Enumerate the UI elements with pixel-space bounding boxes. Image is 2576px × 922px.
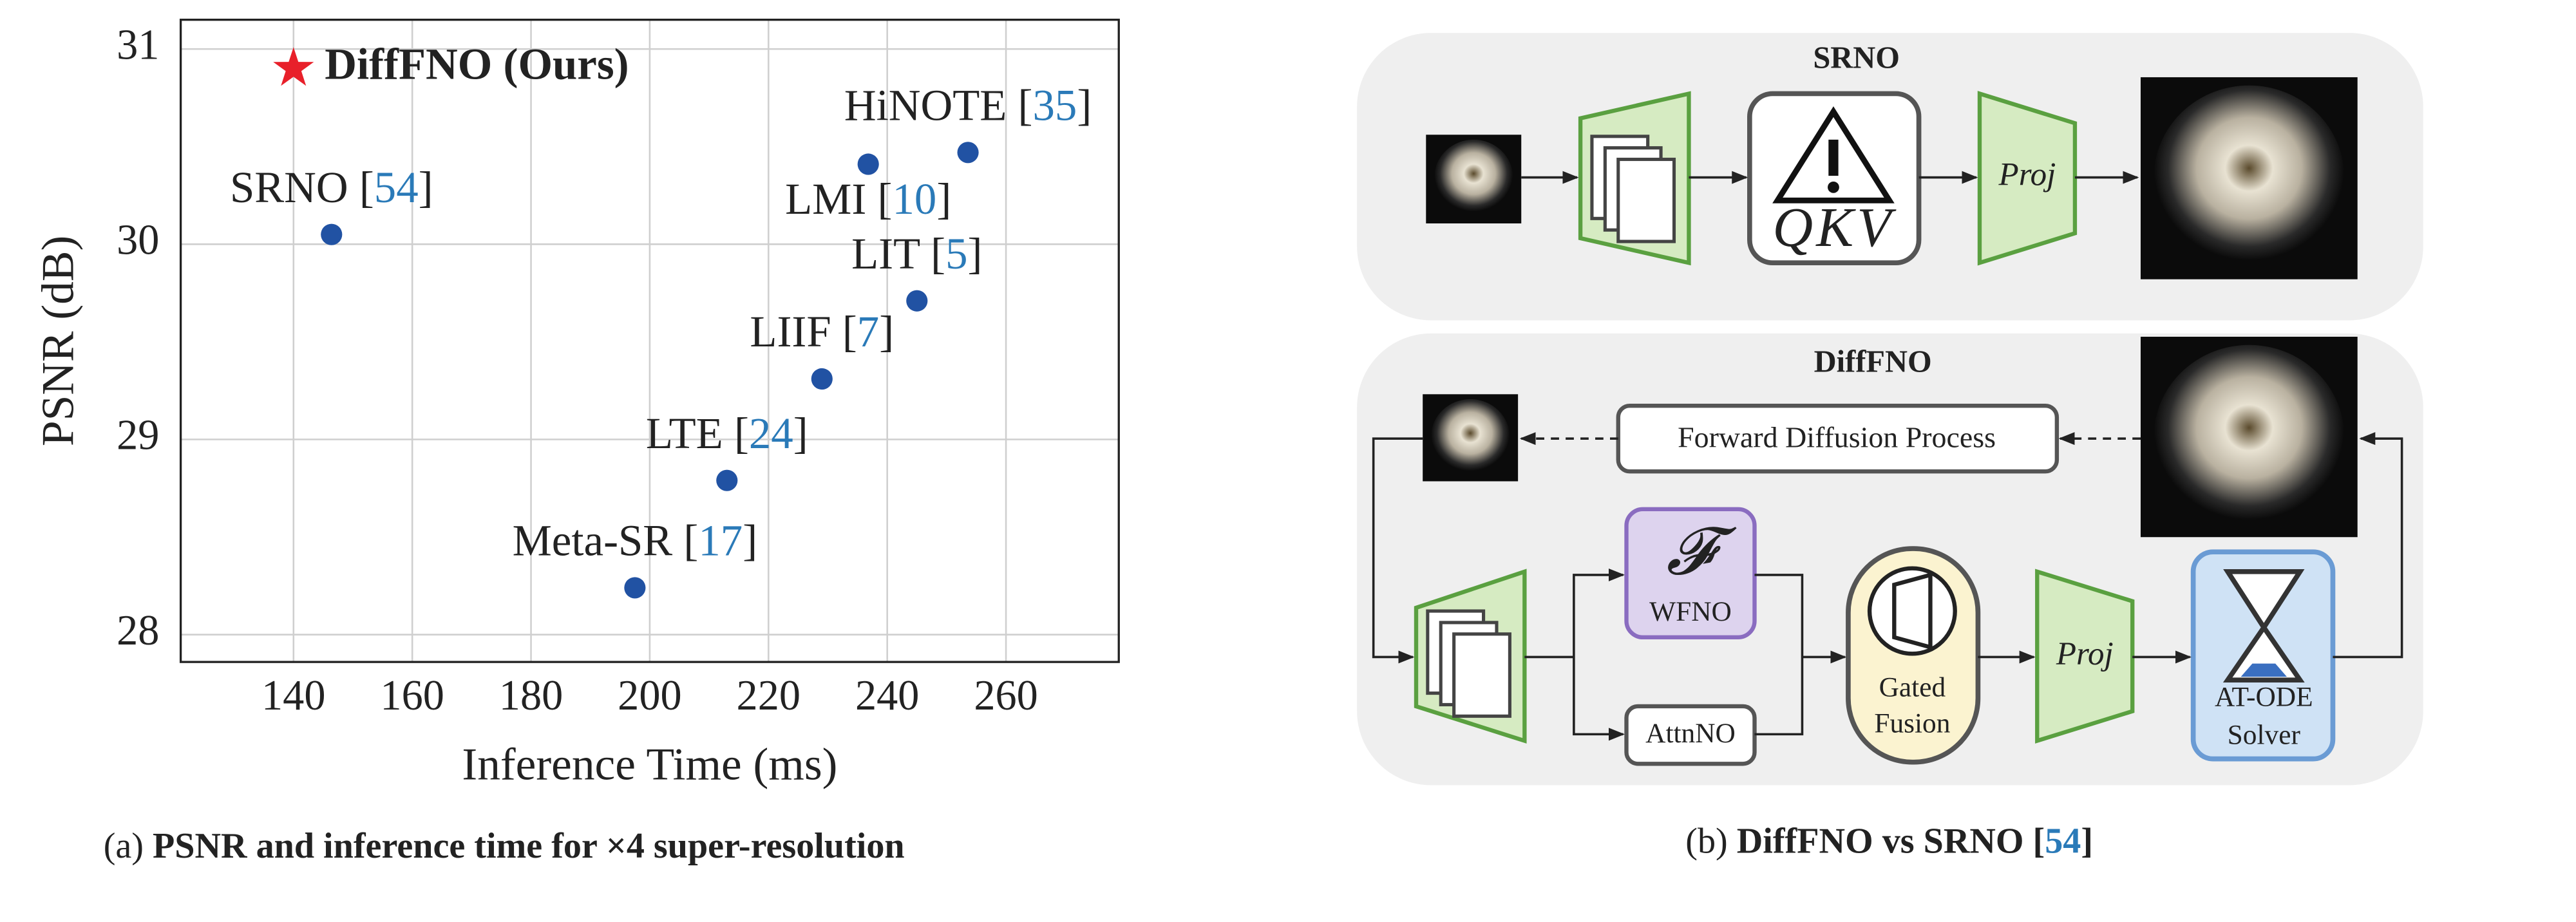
solver-label: Solver [2228, 719, 2301, 750]
y-tick-label: 31 [117, 21, 159, 68]
difffno-panel: DiffFNO Forward Diffusion Process 𝓕 WFNO… [1357, 333, 2423, 786]
x-axis-label: Inference Time (ms) [462, 739, 837, 789]
x-tick-label: 200 [618, 672, 681, 719]
point-label: LTE [24] [646, 409, 808, 458]
forward-diffusion-label: Forward Diffusion Process [1678, 420, 1996, 453]
plot-frame [179, 19, 1120, 663]
data-point [716, 469, 738, 491]
caption-a: (a) PSNR and inference time for ×4 super… [104, 826, 905, 866]
data-point [857, 153, 879, 175]
point-label-part: ] [743, 516, 757, 565]
y-axis-label: PSNR (dB) [32, 236, 83, 446]
difffno-title: DiffFNO [1814, 345, 1932, 379]
x-tick-label: 180 [499, 672, 563, 719]
fusion-label: Gated [1879, 672, 1946, 702]
point-label-part: 54 [374, 163, 419, 212]
point-label-part: ] [1077, 80, 1092, 129]
highlight-label: DiffFNO (Ours) [325, 39, 629, 88]
proj-label: Proj [2056, 636, 2114, 672]
point-label-part: ] [419, 163, 433, 212]
x-tick-label: 140 [261, 672, 325, 719]
point-label-part: 10 [892, 174, 936, 223]
data-point [321, 223, 343, 245]
point-label-part: ] [968, 229, 983, 278]
point-label-part: ] [879, 307, 894, 356]
point-label-part: SRNO [ [230, 163, 374, 212]
data-point [906, 290, 928, 312]
point-label-part: 35 [1032, 80, 1077, 129]
point-label: Meta-SR [17] [513, 516, 758, 565]
point-label-part: 7 [857, 307, 879, 356]
srno-title: SRNO [1813, 41, 1900, 75]
x-tick-label: 220 [737, 672, 800, 719]
point-label-part: 5 [945, 229, 967, 278]
y-tick-label: 29 [117, 412, 159, 459]
point-label-part: 24 [749, 409, 793, 458]
x-tick-label: 260 [974, 672, 1037, 719]
point-label: LIT [5] [851, 229, 982, 278]
wfno-label: WFNO [1649, 596, 1732, 627]
x-tick-label: 160 [380, 672, 444, 719]
point-label: HiNOTE [35] [844, 80, 1092, 129]
point-label: LIIF [7] [750, 307, 894, 356]
point-label-part: ] [793, 409, 808, 458]
point-label-part: LIIF [ [750, 307, 857, 356]
proj-label: Proj [1998, 156, 2056, 193]
highlight-star [273, 47, 314, 86]
point-label: LMI [10] [785, 174, 951, 223]
point-label-part: ] [936, 174, 951, 223]
point-label: SRNO [54] [230, 163, 433, 212]
y-tick-label: 30 [117, 217, 159, 264]
solver-label: AT-ODE [2215, 682, 2313, 713]
srno-panel: SRNO QKV Proj [1357, 33, 2423, 321]
x-tick-label: 240 [855, 672, 919, 719]
point-label-part: Meta-SR [ [513, 516, 699, 565]
point-label-part: LMI [ [785, 174, 892, 223]
scatter-chart: 140 160 180 200 220 240 260 28 29 30 31 Inference T… [32, 19, 1120, 789]
data-point [624, 577, 646, 599]
caption-b: (b) DiffFNO vs SRNO [54] [1685, 821, 2093, 861]
point-label-part: HiNOTE [ [844, 80, 1033, 129]
attnno-label: AttnNO [1645, 718, 1736, 749]
attention-label: QKV [1773, 196, 1897, 258]
y-tick-label: 28 [117, 607, 159, 654]
point-label-part: LIT [ [851, 229, 945, 278]
data-point [811, 368, 833, 390]
point-label-part: 17 [698, 516, 743, 565]
fusion-label: Fusion [1874, 708, 1950, 739]
data-point [957, 142, 979, 164]
point-label-part: LTE [ [646, 409, 749, 458]
